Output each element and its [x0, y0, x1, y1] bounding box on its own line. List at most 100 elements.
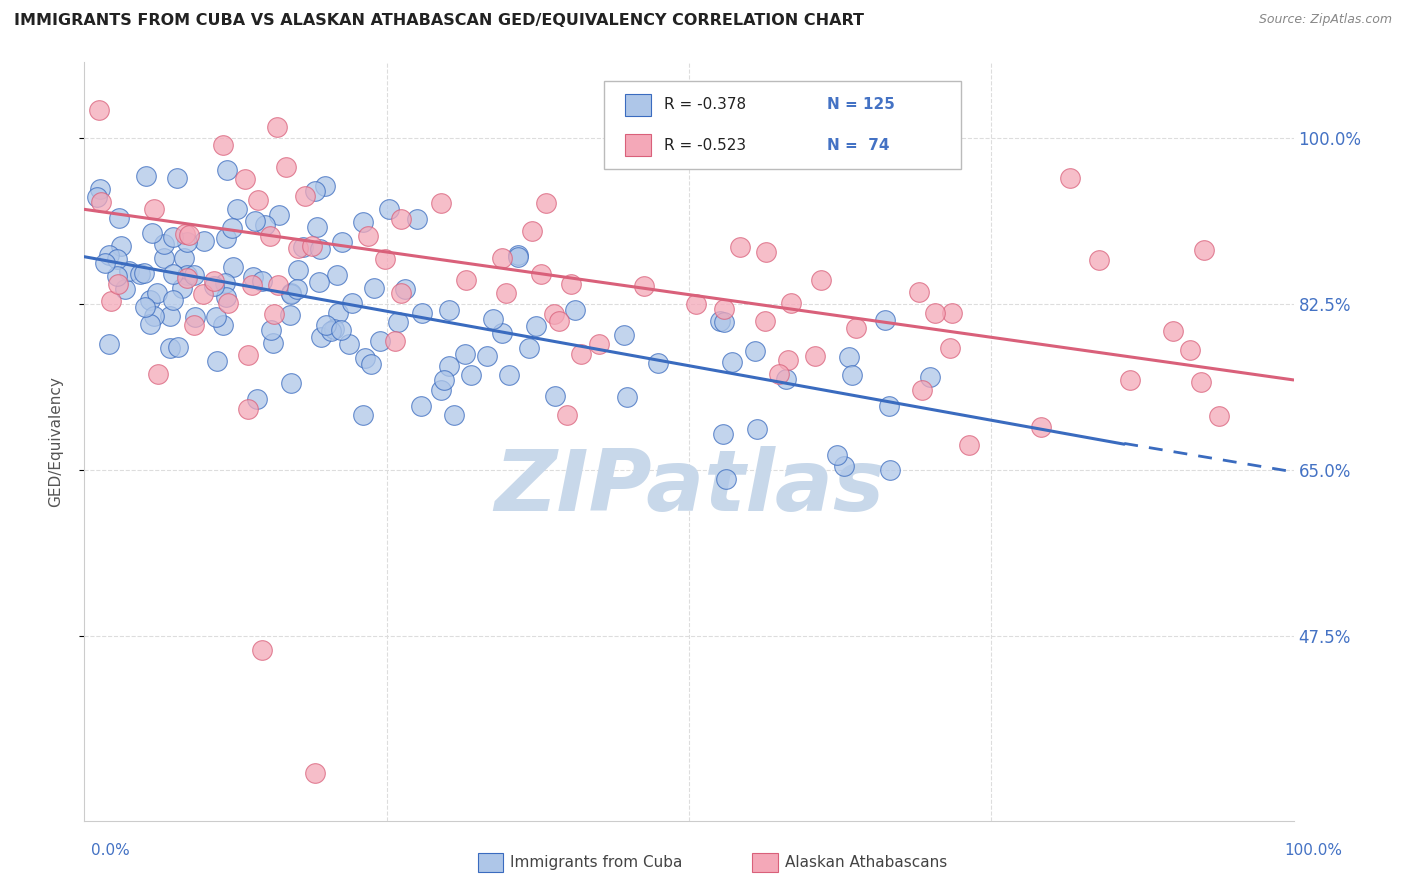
Text: Source: ZipAtlas.com: Source: ZipAtlas.com: [1258, 13, 1392, 27]
Point: [267, 278, 290, 293]
Point: [491, 326, 513, 340]
Point: [108, 211, 131, 225]
Point: [100, 293, 122, 308]
Point: [768, 368, 790, 382]
Point: [711, 426, 734, 441]
Point: [918, 369, 941, 384]
Point: [616, 390, 638, 404]
Point: [354, 351, 377, 365]
Point: [845, 321, 868, 335]
Point: [775, 372, 797, 386]
Point: [374, 252, 396, 267]
Point: [491, 251, 513, 265]
Point: [243, 214, 266, 228]
Point: [217, 296, 239, 310]
Point: [526, 319, 548, 334]
Point: [755, 244, 778, 259]
Point: [107, 268, 129, 283]
Point: [841, 368, 863, 382]
Point: [162, 293, 184, 308]
Point: [337, 337, 360, 351]
Point: [314, 179, 336, 194]
Point: [536, 195, 558, 210]
Point: [548, 314, 571, 328]
Point: [1192, 243, 1215, 257]
Point: [183, 268, 205, 282]
Point: [176, 271, 198, 285]
Point: [321, 324, 343, 338]
Point: [153, 252, 176, 266]
Point: [713, 315, 735, 329]
Point: [322, 322, 344, 336]
Point: [315, 318, 337, 332]
Point: [1161, 324, 1184, 338]
Point: [153, 237, 176, 252]
Point: [128, 267, 150, 281]
Point: [173, 251, 195, 265]
Point: [832, 458, 855, 473]
Point: [205, 353, 228, 368]
Point: [633, 279, 655, 293]
Point: [105, 252, 128, 266]
Point: [530, 267, 553, 281]
Point: [287, 262, 309, 277]
Point: [253, 218, 276, 232]
Point: [221, 221, 243, 235]
Point: [443, 408, 465, 422]
Point: [226, 202, 249, 216]
Point: [352, 408, 374, 422]
Point: [193, 234, 215, 248]
Point: [177, 227, 200, 242]
Point: [260, 323, 283, 337]
Point: [613, 327, 636, 342]
Point: [879, 463, 901, 477]
Point: [301, 239, 323, 253]
Point: [143, 309, 166, 323]
Point: [544, 388, 567, 402]
Point: [560, 277, 582, 291]
Y-axis label: GED/Equivalency: GED/Equivalency: [49, 376, 63, 507]
Point: [360, 357, 382, 371]
Point: [1208, 409, 1230, 424]
Point: [520, 224, 543, 238]
Point: [233, 171, 256, 186]
Point: [236, 401, 259, 416]
Point: [172, 281, 194, 295]
Point: [1119, 373, 1142, 387]
Point: [276, 160, 298, 174]
Point: [212, 318, 235, 332]
Point: [924, 305, 946, 319]
Point: [508, 248, 530, 262]
Point: [873, 313, 896, 327]
Point: [454, 347, 477, 361]
Point: [728, 239, 751, 253]
Point: [269, 208, 291, 222]
Point: [543, 307, 565, 321]
Point: [134, 300, 156, 314]
Point: [107, 277, 129, 291]
Point: [141, 226, 163, 240]
Point: [114, 282, 136, 296]
Point: [202, 274, 225, 288]
Point: [332, 235, 354, 249]
Point: [159, 341, 181, 355]
Point: [246, 392, 269, 406]
Point: [240, 277, 263, 292]
Point: [326, 306, 349, 320]
Point: [429, 196, 451, 211]
Point: [780, 295, 803, 310]
Text: N =  74: N = 74: [827, 137, 889, 153]
Point: [1178, 343, 1201, 357]
Point: [745, 422, 768, 436]
Point: [262, 336, 284, 351]
Point: [215, 163, 238, 178]
Point: [353, 215, 375, 229]
Point: [754, 313, 776, 327]
Point: [87, 103, 110, 117]
Point: [90, 194, 112, 209]
Point: [242, 270, 264, 285]
Point: [294, 188, 316, 202]
Point: [394, 281, 416, 295]
Point: [252, 643, 274, 657]
Point: [713, 302, 735, 317]
